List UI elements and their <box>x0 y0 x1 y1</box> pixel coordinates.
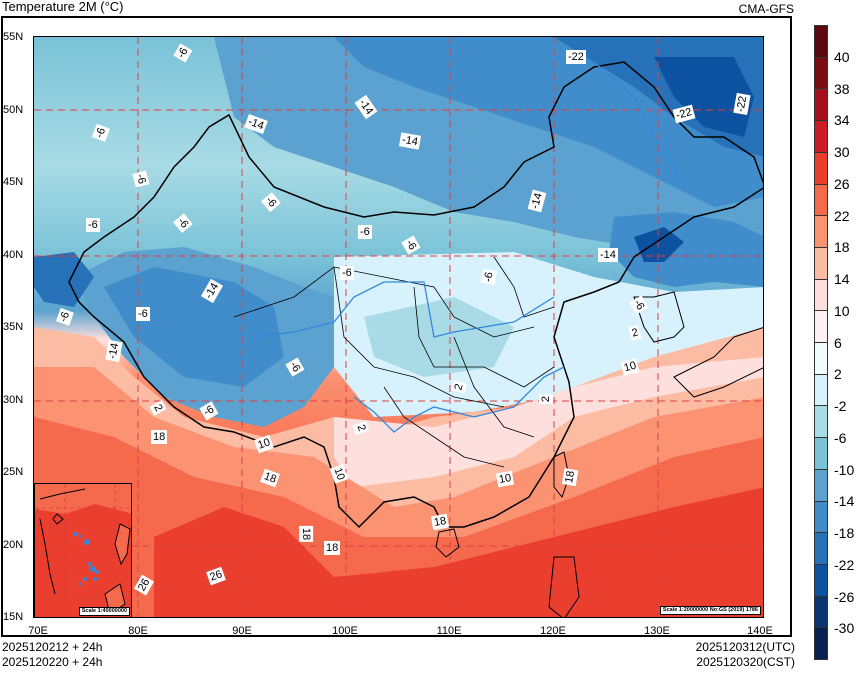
init-time-utc: 2025120212 + 24h <box>2 640 103 654</box>
colorbar-tick-label: 34 <box>834 112 850 129</box>
colorbar-tick-label: 10 <box>834 302 850 319</box>
lon-label-110e: 110E <box>436 625 462 637</box>
colorbar-segment <box>815 152 827 185</box>
lat-label-45n: 45N <box>3 176 24 188</box>
colorbar-segment <box>815 247 827 280</box>
colorbar-tick-label: -14 <box>834 493 855 510</box>
colorbar-segment <box>815 374 827 407</box>
lat-label-55n: 55N <box>3 31 24 43</box>
colorbar-segment <box>815 279 827 312</box>
contour-label: -6 <box>136 307 150 321</box>
inset-map <box>35 484 131 617</box>
colorbar-tick-label: -22 <box>834 556 855 573</box>
colorbar-tick-label: -2 <box>834 398 847 414</box>
contour-label: 2 <box>539 393 554 405</box>
colorbar-tick-label: 38 <box>834 80 850 97</box>
colorbar-tick-label: -26 <box>834 588 855 605</box>
init-time-cst: 2025120220 + 24h <box>2 655 103 669</box>
lat-label-35n: 35N <box>3 321 24 333</box>
lat-label-40n: 40N <box>3 249 24 261</box>
colorbar-segment <box>815 26 827 58</box>
lon-label-100e: 100E <box>332 625 358 637</box>
coastlines <box>435 291 763 617</box>
temperature-map: -6 -22 -22 -22 -14 -14 -14 -6 -6 -14 -6 … <box>33 36 764 618</box>
lon-label-120e: 120E <box>540 625 566 637</box>
colorbar-tick-label: -10 <box>834 461 855 478</box>
colorbar-tick-label: 14 <box>834 271 850 287</box>
colorbar-segment <box>815 343 827 375</box>
temperature-field <box>34 37 763 617</box>
colorbar-segment <box>815 89 827 122</box>
contour-label: -6 <box>358 225 372 239</box>
contour-label: 10 <box>495 470 515 488</box>
chart-title: Temperature 2M (°C) <box>2 0 124 14</box>
valid-time-utc: 2025120312(UTC) <box>695 640 795 654</box>
lon-label-140e: 140E <box>747 625 773 637</box>
colorbar-tick-label: 22 <box>834 207 850 224</box>
contour-label: -6 <box>86 218 100 232</box>
contour-label: -6 <box>340 266 354 280</box>
graticule <box>34 37 763 617</box>
lat-label-20n: 20N <box>3 539 24 551</box>
lat-label-50n: 50N <box>3 104 24 116</box>
colorbar-segment <box>815 438 827 470</box>
lon-label-80e: 80E <box>128 625 148 637</box>
contour-label: 18 <box>324 541 341 555</box>
colorbar-tick-label: -30 <box>834 620 855 637</box>
colorbar-tick-label: 40 <box>834 48 850 65</box>
colorbar-segment <box>815 311 827 344</box>
contour-label: 18 <box>299 525 314 543</box>
lon-label-90e: 90E <box>232 625 252 637</box>
colorbar-tick-label: -6 <box>834 429 847 446</box>
colorbar-segment <box>815 628 827 660</box>
colorbar-tick-label: 2 <box>834 366 842 383</box>
contour-label: 18 <box>151 430 168 444</box>
south-china-sea-inset: Scale 1:40000000 <box>34 483 132 617</box>
lat-label-30n: 30N <box>3 394 24 406</box>
colorbar-segment <box>815 469 827 502</box>
colorbar-segment <box>815 564 827 597</box>
inset-scale-label: Scale 1:40000000 <box>78 607 130 616</box>
lon-label-70e: 70E <box>28 625 48 637</box>
colorbar <box>814 25 828 660</box>
contour-label: -22 <box>566 50 586 64</box>
colorbar-tick-label: 26 <box>834 175 850 192</box>
map-scale-label: Scale 1:20000000 No:GS (2019) 1786 <box>659 606 761 615</box>
lat-label-15n: 15N <box>3 611 24 623</box>
colorbar-segment <box>815 121 827 153</box>
colorbar-segment <box>815 596 827 629</box>
contour-label: 18 <box>430 513 450 531</box>
lon-label-130e: 130E <box>644 625 670 637</box>
colorbar-tick-label: -18 <box>834 525 855 541</box>
colorbar-segment <box>815 406 827 439</box>
figure-frame <box>1 16 792 637</box>
contour-label: -6 <box>480 268 497 286</box>
colorbar-segment <box>815 216 827 248</box>
colorbar-segment <box>815 184 827 217</box>
contour-label: 18 <box>561 467 579 487</box>
colorbar-tick-label: 18 <box>834 239 850 256</box>
valid-time-cst: 2025120320(CST) <box>696 655 795 669</box>
colorbar-segment <box>815 501 827 534</box>
model-source-label: CMA-GFS <box>738 2 794 16</box>
colorbar-tick-label: 6 <box>834 334 842 351</box>
lat-label-25n: 25N <box>3 466 24 478</box>
rivers <box>253 56 685 433</box>
country-border <box>68 61 763 529</box>
colorbar-segment <box>815 57 827 90</box>
colorbar-segment <box>815 533 827 565</box>
colorbar-tick-label: 30 <box>834 144 850 160</box>
contour-label: -14 <box>598 248 618 262</box>
